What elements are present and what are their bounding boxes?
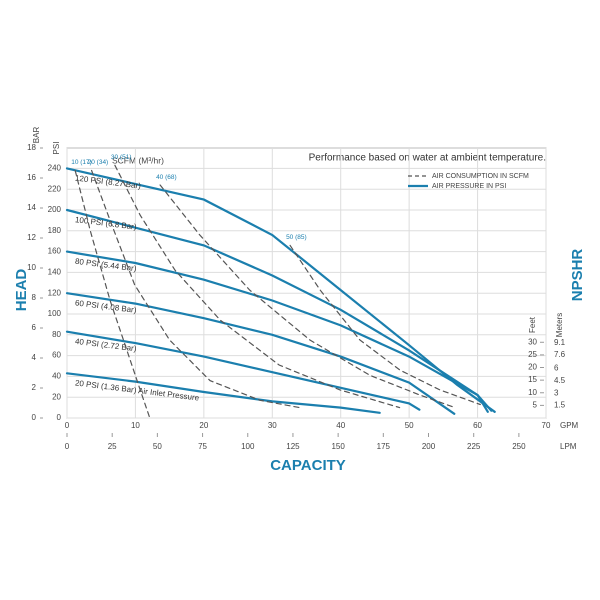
meters-tick-label: 6 — [554, 363, 559, 372]
y2-tick-label: 16 — [27, 173, 36, 182]
x2-tick-label: 25 — [108, 442, 117, 451]
feet-tick-label: 20 — [528, 363, 537, 372]
y-tick-label: 180 — [48, 226, 62, 235]
x-tick-label: 0 — [65, 421, 70, 430]
y-tick-label: 220 — [48, 184, 62, 193]
x2-tick-label: 200 — [422, 442, 436, 451]
y-tick-label: 60 — [52, 351, 61, 360]
y-tick-label: 100 — [48, 309, 62, 318]
y-unit: PSI — [52, 142, 61, 155]
x2-tick-label: 125 — [286, 442, 300, 451]
meters-tick-label: 1.5 — [554, 401, 566, 410]
y-tick-label: 0 — [57, 413, 62, 422]
y2-tick-label: 14 — [27, 203, 36, 212]
curve-label: 10 (17) — [71, 159, 92, 166]
x2-unit: LPM — [560, 442, 577, 451]
air-consumption-curve — [91, 169, 301, 409]
y2-tick-label: 4 — [32, 353, 37, 362]
feet-tick-label: 15 — [528, 375, 537, 384]
y-tick-label: 200 — [48, 205, 62, 214]
meters-tick-label: 3 — [554, 388, 559, 397]
y2-tick-label: 2 — [32, 383, 37, 392]
meters-tick-label: 7.6 — [554, 350, 566, 359]
meters-tick-label: 9.1 — [554, 338, 566, 347]
y-tick-label: 120 — [48, 288, 62, 297]
air-consumption-curve — [74, 169, 151, 419]
x-unit: GPM — [560, 421, 579, 430]
feet-unit: Feet — [528, 316, 537, 333]
air-consumption-curve — [114, 164, 401, 409]
x-tick-label: 40 — [336, 421, 345, 430]
y2-tick-label: 6 — [32, 323, 37, 332]
x2-tick-label: 175 — [377, 442, 391, 451]
x2-tick-label: 100 — [241, 442, 255, 451]
air-pressure-curve — [65, 372, 381, 414]
x-title: CAPACITY — [270, 457, 346, 474]
x-tick-label: 70 — [542, 421, 551, 430]
x-tick-label: 20 — [199, 421, 208, 430]
y2-tick-label: 12 — [27, 233, 36, 242]
feet-tick-label: 25 — [528, 350, 537, 359]
air-pressure-curve — [65, 330, 421, 411]
y-tick-label: 20 — [52, 392, 61, 401]
y-tick-label: 80 — [52, 330, 61, 339]
x-tick-label: 60 — [473, 421, 482, 430]
y-tick-label: 40 — [52, 372, 61, 381]
x-tick-label: 10 — [131, 421, 140, 430]
feet-tick-label: 10 — [528, 388, 537, 397]
curve-label: 50 (85) — [286, 234, 307, 241]
y2-tick-label: 8 — [32, 293, 37, 302]
y-tick-label: 160 — [48, 247, 62, 256]
scfm-header: SCFM (M³/hr) — [112, 155, 164, 165]
y-title: HEAD — [13, 269, 30, 312]
feet-tick-label: 30 — [528, 337, 537, 346]
x2-tick-label: 150 — [331, 442, 345, 451]
y2-tick-label: 18 — [27, 143, 36, 152]
curve-label: 20 (34) — [88, 159, 109, 166]
y-tick-label: 140 — [48, 268, 62, 277]
y2-unit: BAR — [32, 127, 41, 144]
x2-tick-label: 0 — [65, 442, 70, 451]
air-consumption-curve — [159, 184, 456, 409]
feet-tick-label: 5 — [533, 400, 538, 409]
npshr-title: NPSHR — [569, 249, 586, 302]
x2-tick-label: 50 — [153, 442, 162, 451]
x-tick-label: 30 — [268, 421, 277, 430]
curve-label: 40 (68) — [156, 174, 177, 181]
x2-tick-label: 225 — [467, 442, 481, 451]
y2-tick-label: 10 — [27, 263, 36, 272]
y2-tick-label: 0 — [32, 413, 37, 422]
x2-tick-label: 250 — [512, 442, 526, 451]
x2-tick-label: 75 — [198, 442, 207, 451]
chart-title: Performance based on water at ambient te… — [309, 153, 546, 164]
x-tick-label: 50 — [405, 421, 414, 430]
y-tick-label: 240 — [48, 164, 62, 173]
meters-unit: Meters — [555, 313, 564, 337]
legend-label: AIR CONSUMPTION IN SCFM — [432, 173, 529, 180]
air-consumption-curve — [289, 244, 481, 406]
meters-tick-label: 4.5 — [554, 376, 566, 385]
air-pressure-curve — [65, 292, 456, 415]
legend-label: AIR PRESSURE IN PSI — [432, 183, 506, 190]
air-pressure-curve — [65, 250, 489, 413]
curve-label: 30 (51) — [111, 154, 132, 161]
